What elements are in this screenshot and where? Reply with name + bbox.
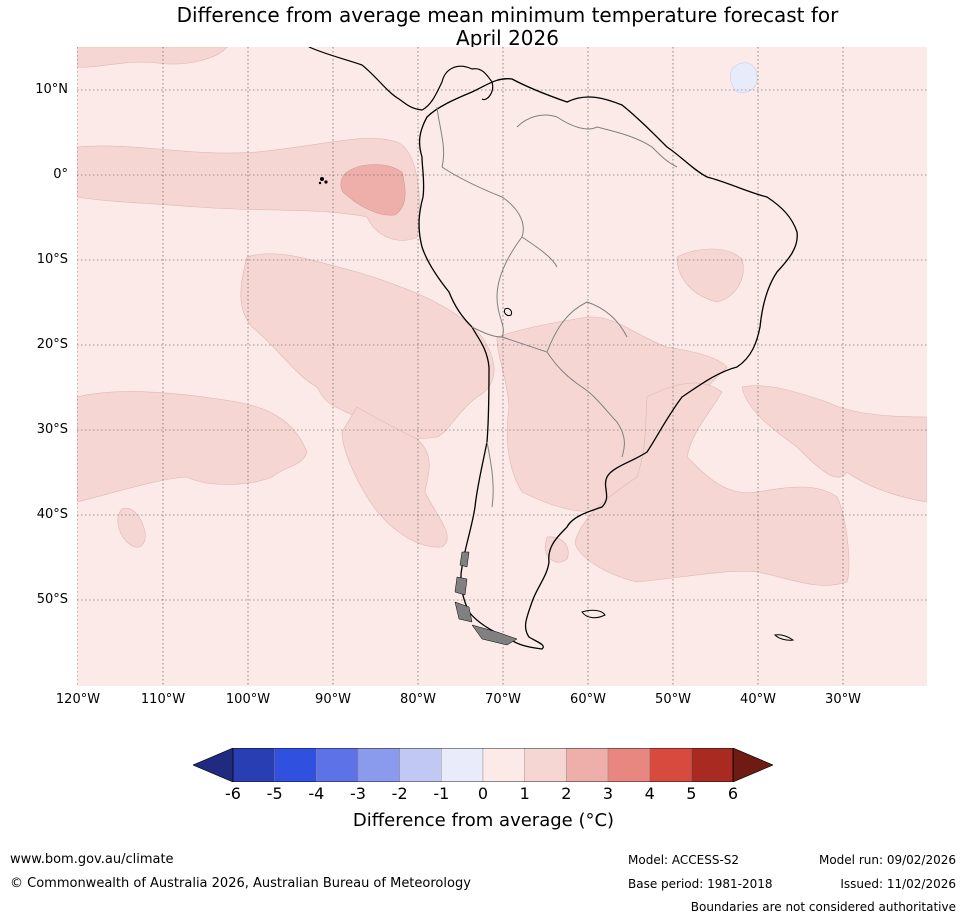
region-north-pacific bbox=[77, 47, 228, 68]
colorbar-cell-2 bbox=[316, 748, 359, 782]
colorbar-cell-6 bbox=[482, 748, 525, 782]
footer-model: Model: ACCESS-S2 bbox=[628, 853, 740, 867]
lat-label-10s: 10°S bbox=[36, 252, 68, 267]
region-brazil-plateau bbox=[676, 248, 744, 303]
colorbar-tick-9: 3 bbox=[602, 784, 614, 803]
colorbar-label: Difference from average (°C) bbox=[0, 810, 965, 831]
colorbar-tick-5: -1 bbox=[433, 784, 450, 803]
lon-label-110w: 110°W bbox=[140, 692, 186, 707]
colorbar-cell-1 bbox=[274, 748, 317, 782]
colorbar-cell-9 bbox=[607, 748, 650, 782]
lat-label-10n: 10°N bbox=[35, 82, 68, 97]
lon-label-90w: 90°W bbox=[315, 692, 351, 707]
colorbar-tick-10: 4 bbox=[644, 784, 655, 803]
title-line-2: April 2026 bbox=[456, 26, 559, 50]
map-title: Difference from average mean minimum tem… bbox=[0, 4, 965, 50]
map-gridlines bbox=[77, 47, 927, 686]
lon-label-70w: 70°W bbox=[485, 692, 521, 707]
lon-label-60w: 60°W bbox=[570, 692, 606, 707]
anomaly-2-3-region bbox=[340, 164, 406, 216]
anomaly-1-2-regions bbox=[77, 47, 927, 586]
colorbar-label-unit: °C) bbox=[585, 810, 615, 831]
colorbar-cell-11 bbox=[691, 748, 734, 782]
colorbar-cell-min-extend bbox=[193, 748, 234, 782]
region-south-atlantic-west bbox=[574, 382, 850, 586]
temperature-anomaly-map bbox=[77, 47, 927, 686]
colorbar-tick-1: -5 bbox=[266, 784, 283, 803]
lake-titicaca bbox=[504, 308, 512, 316]
colorbar-tick-8: 2 bbox=[561, 784, 572, 803]
lat-label-20s: 20°S bbox=[36, 337, 68, 352]
title-line-1: Difference from average mean minimum tem… bbox=[176, 3, 839, 27]
colorbar-tick-7: 1 bbox=[519, 784, 530, 803]
region-south-atlantic-east bbox=[741, 385, 927, 503]
colorbar-cell-0 bbox=[232, 748, 275, 782]
region-southeast-pacific bbox=[341, 406, 448, 548]
colorbar-outline bbox=[232, 748, 734, 782]
colorbar-cell-4 bbox=[399, 748, 442, 782]
lon-label-50w: 50°W bbox=[655, 692, 691, 707]
anomaly-minus-1-0-region bbox=[730, 62, 758, 93]
lon-label-100w: 100°W bbox=[225, 692, 271, 707]
colorbar-tick-2: -4 bbox=[308, 784, 325, 803]
colorbar-tick-0: -6 bbox=[225, 784, 241, 803]
lat-label-30s: 30°S bbox=[36, 422, 68, 437]
footer-website[interactable]: www.bom.gov.au/climate bbox=[10, 852, 174, 867]
colorbar-label-text: Difference from average ( bbox=[352, 810, 586, 831]
chile-archipelago bbox=[454, 551, 518, 646]
lat-label-40s: 40°S bbox=[36, 507, 68, 522]
footer-model-run: Model run: 09/02/2026 bbox=[818, 853, 956, 867]
colorbar-cells bbox=[193, 748, 773, 782]
lon-label-80w: 80°W bbox=[400, 692, 436, 707]
colorbar-tick-11: 5 bbox=[686, 784, 697, 803]
region-south-pacific-island bbox=[117, 507, 146, 548]
colorbar-cell-10 bbox=[649, 748, 692, 782]
central-america-coastline bbox=[308, 47, 494, 111]
lon-label-120w: 120°W bbox=[55, 692, 101, 707]
lon-label-40w: 40°W bbox=[740, 692, 776, 707]
colorbar-tick-4: -2 bbox=[391, 784, 408, 803]
footer-issued: Issued: 11/02/2026 bbox=[840, 877, 956, 891]
region-east-pacific bbox=[240, 253, 495, 440]
region-south-pacific-west bbox=[77, 391, 308, 503]
lat-label-50s: 50°S bbox=[36, 592, 68, 607]
footer-copyright: © Commonwealth of Australia 2026, Austra… bbox=[10, 876, 471, 891]
south-america-coastline bbox=[418, 78, 798, 650]
country-borders bbox=[436, 106, 678, 508]
colorbar-tick-12: 6 bbox=[727, 784, 739, 803]
colorbar-cell-3 bbox=[357, 748, 400, 782]
region-equatorial-pacific bbox=[77, 138, 420, 241]
colorbar bbox=[193, 748, 773, 782]
lon-label-30w: 30°W bbox=[825, 692, 861, 707]
colorbar-cell-5 bbox=[441, 748, 484, 782]
colorbar-cell-8 bbox=[566, 748, 609, 782]
galapagos-islands bbox=[318, 177, 328, 185]
colorbar-cell-7 bbox=[524, 748, 567, 782]
footer-disclaimer: Boundaries are not considered authoritat… bbox=[690, 900, 956, 914]
region-patagonia-shelf bbox=[544, 536, 569, 563]
colorbar-tick-3: -3 bbox=[350, 784, 366, 803]
colorbar-tick-6: 0 bbox=[477, 784, 489, 803]
south-georgia bbox=[773, 634, 795, 641]
falkland-islands bbox=[581, 609, 606, 619]
footer-base-period: Base period: 1981-2018 bbox=[628, 877, 773, 891]
lat-label-0: 0° bbox=[53, 167, 68, 182]
colorbar-cell-max-extend bbox=[732, 748, 773, 782]
